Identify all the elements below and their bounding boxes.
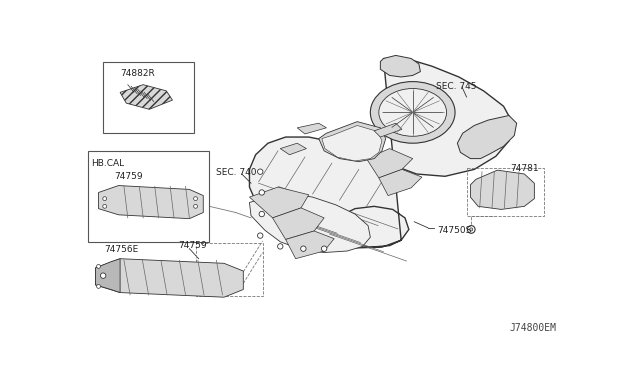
Circle shape xyxy=(100,273,106,278)
Circle shape xyxy=(97,285,100,288)
Bar xyxy=(196,243,263,296)
Text: SEC. 745: SEC. 745 xyxy=(436,81,476,91)
Polygon shape xyxy=(120,85,172,109)
Polygon shape xyxy=(297,123,326,134)
Polygon shape xyxy=(250,58,513,248)
Polygon shape xyxy=(470,170,534,209)
Ellipse shape xyxy=(371,81,455,143)
Polygon shape xyxy=(273,208,324,240)
Polygon shape xyxy=(458,115,516,158)
Circle shape xyxy=(470,228,473,231)
Circle shape xyxy=(259,190,264,195)
Text: HB.CAL: HB.CAL xyxy=(91,158,124,168)
Circle shape xyxy=(194,205,198,208)
Circle shape xyxy=(103,205,107,208)
Text: 74750S: 74750S xyxy=(437,225,472,235)
Polygon shape xyxy=(367,148,413,178)
Polygon shape xyxy=(99,186,204,219)
Text: SEC. 740: SEC. 740 xyxy=(216,168,257,177)
Circle shape xyxy=(301,246,306,251)
Polygon shape xyxy=(322,125,382,161)
Text: 74759: 74759 xyxy=(115,173,143,182)
Polygon shape xyxy=(285,231,334,259)
Text: 74759: 74759 xyxy=(178,241,207,250)
Circle shape xyxy=(278,244,283,249)
Circle shape xyxy=(259,211,264,217)
Circle shape xyxy=(103,197,107,201)
Circle shape xyxy=(467,225,475,233)
Polygon shape xyxy=(95,259,120,293)
Circle shape xyxy=(194,197,198,201)
Polygon shape xyxy=(280,143,307,155)
Polygon shape xyxy=(250,187,308,218)
Circle shape xyxy=(257,169,263,174)
Bar xyxy=(88,151,209,242)
Polygon shape xyxy=(95,259,243,297)
Text: 74882R: 74882R xyxy=(120,69,155,78)
Text: 74756E: 74756E xyxy=(105,245,139,254)
Bar xyxy=(467,168,543,216)
Polygon shape xyxy=(319,122,386,162)
Ellipse shape xyxy=(379,89,447,136)
Circle shape xyxy=(97,264,100,268)
Polygon shape xyxy=(250,192,371,253)
Text: 74781: 74781 xyxy=(509,164,538,173)
Circle shape xyxy=(321,246,327,251)
Polygon shape xyxy=(379,169,422,196)
Polygon shape xyxy=(374,123,402,137)
Bar xyxy=(103,62,194,133)
Text: J74800EM: J74800EM xyxy=(509,323,557,333)
Polygon shape xyxy=(380,55,420,77)
Circle shape xyxy=(257,233,263,238)
